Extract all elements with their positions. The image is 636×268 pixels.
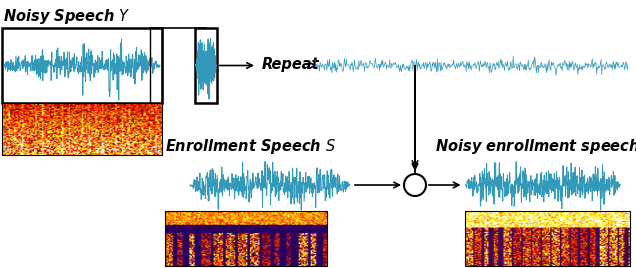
Bar [2, 103, 162, 155]
Bar [195, 28, 217, 103]
Text: Noisy Speech $\mathit{Y}$: Noisy Speech $\mathit{Y}$ [3, 7, 130, 26]
Bar [465, 211, 630, 266]
Text: Noisy enrollment speech $\mathit{S}_{\mathrm{r}}$: Noisy enrollment speech $\mathit{S}_{\ma… [435, 137, 636, 156]
Circle shape [404, 174, 426, 196]
Bar [2, 28, 162, 103]
Bar [165, 211, 327, 266]
Text: Repeat: Repeat [262, 57, 320, 72]
Text: Enrollment Speech $\mathit{S}$: Enrollment Speech $\mathit{S}$ [165, 137, 336, 156]
